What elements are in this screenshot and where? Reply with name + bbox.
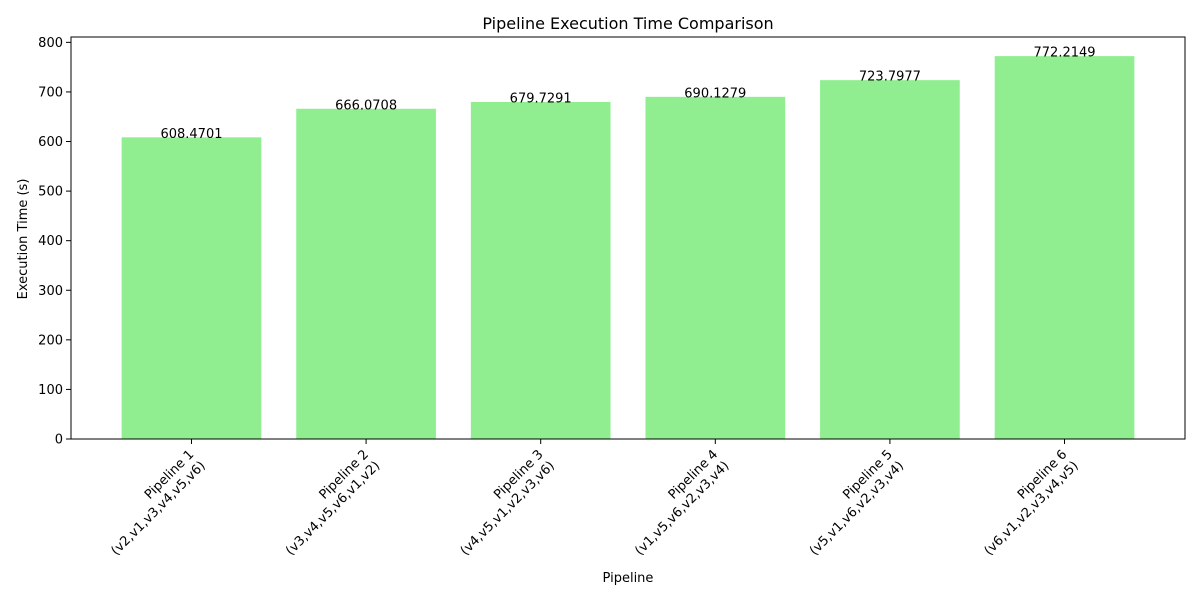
- bar: [470, 101, 611, 440]
- chart-title: Pipeline Execution Time Comparison: [482, 14, 773, 33]
- y-tick-label: 0: [55, 433, 63, 448]
- bar: [296, 108, 436, 439]
- bar: [645, 96, 786, 440]
- bar-value-label: 608.4701: [160, 127, 222, 142]
- y-tick-label: 700: [38, 85, 63, 100]
- y-tick-label: 400: [38, 234, 63, 249]
- bar: [994, 56, 1135, 440]
- bar-value-label: 666.0708: [335, 98, 397, 113]
- bar: [121, 137, 262, 439]
- y-axis: 0 100 200 300 400 500 600 700 800: [38, 36, 71, 448]
- bars-group: [121, 56, 1135, 440]
- x-axis-title: Pipeline: [603, 571, 654, 586]
- bar-value-label: 690.1279: [684, 86, 746, 101]
- bar-value-label: 679.7291: [510, 91, 572, 106]
- y-tick-label: 500: [38, 185, 63, 200]
- y-axis-title: Execution Time (s): [16, 179, 31, 300]
- bar: [820, 80, 960, 439]
- y-tick-label: 600: [38, 135, 63, 150]
- y-tick-label: 800: [38, 36, 63, 51]
- bar-value-label: 772.2149: [1034, 46, 1096, 61]
- bar-value-label: 723.7977: [859, 70, 921, 85]
- y-tick-label: 300: [38, 284, 63, 299]
- y-tick-label: 100: [38, 383, 63, 398]
- y-tick-label: 200: [38, 333, 63, 348]
- plot-frame: [70, 36, 1186, 440]
- bar-value-labels: 608.4701 666.0708 679.7291 690.1279 723.7977…: [160, 46, 1095, 142]
